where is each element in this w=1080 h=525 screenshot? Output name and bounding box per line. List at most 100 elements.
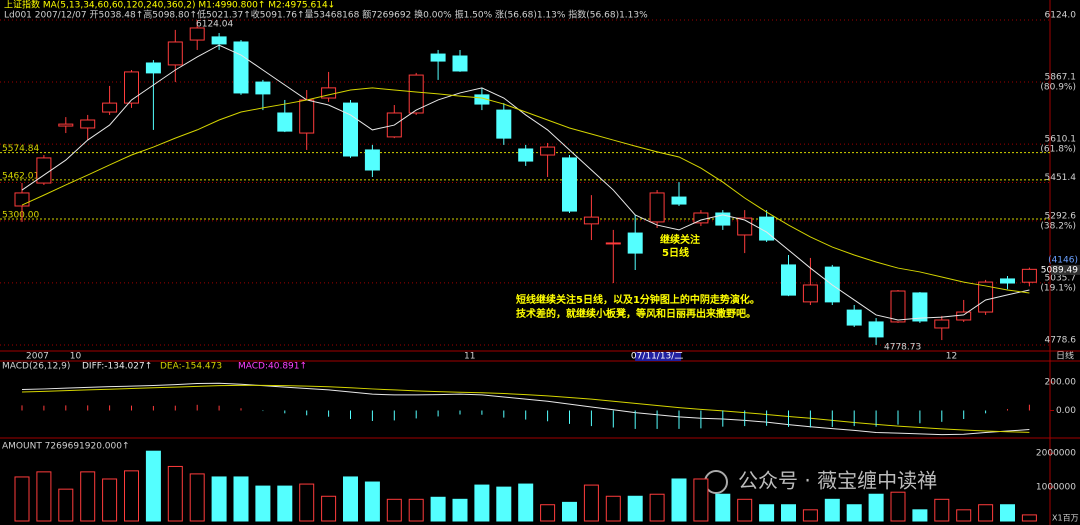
candle-body [605,242,621,245]
last-price-label: 5089.49 [1041,265,1078,275]
candle-body [802,284,818,303]
candle-body [846,309,862,326]
x-tick-label: 2007 [26,352,49,362]
volume-bar [343,476,358,522]
ratio-label: (80.9%) [1040,83,1076,93]
candle-body [211,36,227,45]
volume-bar [364,481,380,522]
header-line2: Ld001 2007/12/07 开5038.48↑高5098.80↑低5021… [4,9,648,21]
volume-bar [386,498,402,522]
y-tick-label: 5292.6 [1045,211,1077,221]
y-tick-label: 5451.4 [1045,173,1077,183]
volume-bar [474,484,490,522]
volume-bar [737,498,753,522]
candle-body [408,74,424,114]
volume-bar [868,493,884,522]
candle-body [671,196,687,205]
level-label: 5574.84 [2,144,39,154]
volume-bar [956,509,972,522]
ratio-label: (38.2%) [1040,221,1076,231]
x-tick-label: 07/11/13/二 [631,352,683,362]
volume-bar [496,486,512,522]
last-price-box [1051,264,1080,275]
x-tick-label: 11 [464,352,475,362]
candle-body [649,192,665,223]
volume-bar [759,504,775,522]
volume-bar [102,478,118,522]
candle-body [430,53,446,62]
volume-bar [671,478,687,522]
macd-line [21,384,1030,433]
candle-body [36,157,52,184]
volume-bar [562,501,577,522]
note: 短线继续关注5日线，以及1分钟图上的中阴走势演化。 [516,293,760,306]
volume-bar [299,483,315,522]
y-tick-label: 0.00 [1056,406,1076,416]
y-tick-label: 4778.6 [1045,335,1077,345]
note: 继续关注 [660,233,700,246]
volume-bar [846,504,862,522]
candle-body [518,148,534,162]
candle-body [1021,268,1037,283]
candle-body [693,212,709,224]
candle-body [145,62,161,74]
candle-body [58,123,74,127]
candle-body [452,55,468,72]
level-label: 5300.00 [2,211,39,221]
volume-bar [255,485,271,522]
legend-entry: DIFF:-134.027↑ [82,362,152,372]
volume-bar [189,473,205,522]
y-tick-label: 5610.1 [1045,135,1077,145]
candle-body [14,192,30,207]
candle-body [102,102,118,113]
volume-bar [145,450,161,522]
candle-body [1000,278,1015,284]
volume-bar [583,484,599,522]
candle-body [583,216,599,225]
x-tick-label: 12 [946,352,957,362]
y-tick-label: 200.00 [1045,378,1077,388]
candle-body [124,71,139,104]
x-tick-label: 10 [70,352,82,362]
ma-line [21,87,1030,294]
volume-bar [693,478,709,522]
y-tick-label: 6124.0 [1045,11,1077,21]
volume-bar [430,496,446,522]
legend-entry: MACD:40.891↑ [238,362,307,372]
macd-title: MACD(26,12,9) [2,362,70,372]
trough-label: 4778.73 [884,343,921,353]
y-tick-label: 2000000 [1036,449,1076,459]
volume-bar [36,471,52,522]
volume-bar [124,470,139,522]
header-line1: 上证指数 MA(5,13,34,60,60,120,240,360,2) M1:… [4,0,335,11]
note: 5日线 [662,246,689,259]
candle-body [890,290,906,323]
candle-body [364,149,380,171]
volume-title: AMOUNT 7269691920.000↑ [2,442,130,452]
macd-line [21,382,1030,436]
candle-body [934,319,950,329]
volume-bar [781,504,796,522]
volume-bar [978,504,994,522]
candle-body [562,157,577,212]
candle-body [912,292,928,322]
date-box [635,352,682,361]
volume-bar [627,495,643,522]
volume-bar [890,491,906,522]
volume-bar [649,493,665,522]
volume-bar [518,483,534,522]
volume-bar [408,498,424,522]
volume-bar [167,465,183,522]
volume-bar [540,504,556,522]
volume-bar [802,509,818,522]
candle-body [978,281,994,313]
volume-bar [233,476,249,522]
candle-body [80,119,96,129]
candle-body [737,217,753,236]
unit-label: X1百万 [1052,514,1079,523]
volume-bar [58,488,74,522]
candle-body [233,41,249,94]
candle-body [343,102,358,157]
volume-bar [605,495,621,522]
